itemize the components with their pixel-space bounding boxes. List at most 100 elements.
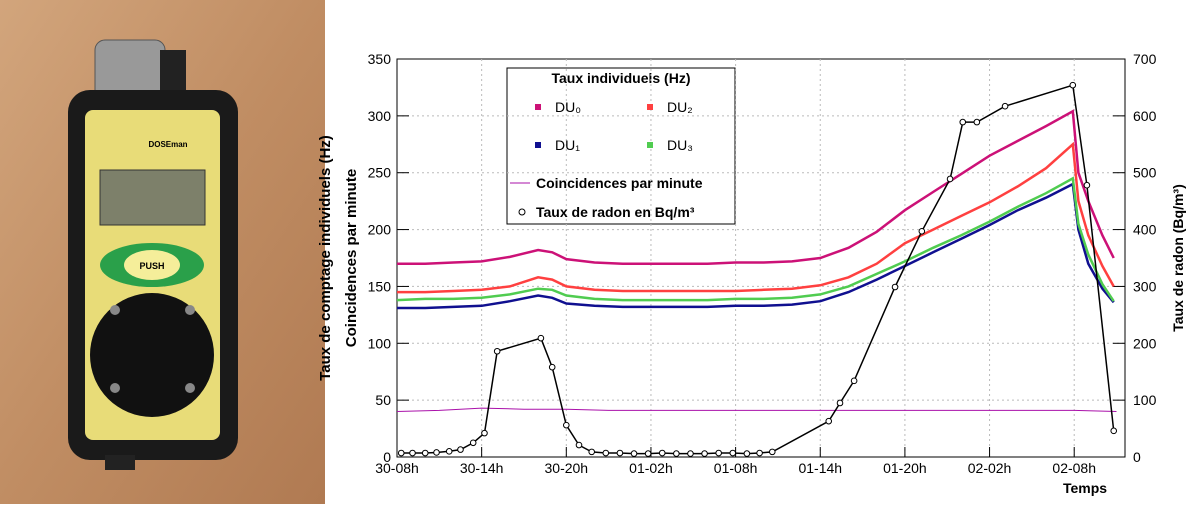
legend-label: DU₀	[555, 99, 581, 115]
data-point	[973, 118, 981, 126]
data-point	[959, 118, 967, 126]
y2-tick-label: 300	[1133, 278, 1157, 294]
y2-tick-label: 100	[1133, 392, 1157, 408]
y-axis-label: Coincidences par minute	[343, 169, 360, 347]
data-point	[644, 450, 652, 457]
data-point	[715, 449, 722, 457]
data-point	[825, 417, 833, 425]
data-point	[602, 449, 610, 457]
x-tick-label: 01-14h	[798, 460, 842, 476]
data-point	[421, 449, 429, 457]
data-point	[457, 446, 464, 453]
legend-label: DU₂	[667, 99, 693, 115]
y2-tick-label: 600	[1133, 108, 1157, 124]
screw	[185, 305, 195, 315]
data-point	[469, 439, 477, 447]
x-tick-label: 30-14h	[460, 460, 504, 476]
x-tick-label: 01-08h	[714, 460, 758, 476]
data-point	[836, 399, 844, 407]
data-point	[481, 429, 488, 437]
data-point	[616, 449, 624, 457]
lcd	[99, 169, 206, 226]
legend	[506, 67, 736, 225]
legend-marker	[647, 104, 653, 110]
y-tick-label: 200	[368, 222, 392, 238]
series-line	[397, 182, 1115, 310]
y2-tick-label: 500	[1133, 165, 1157, 181]
data-point	[743, 450, 751, 457]
y2-tick-label: 400	[1133, 222, 1157, 238]
data-point	[575, 441, 583, 449]
legend-label: DU₁	[555, 137, 580, 153]
data-point	[445, 448, 453, 455]
legend-title: Taux individuels (Hz)	[552, 70, 691, 86]
data-point	[918, 227, 926, 235]
data-point	[409, 449, 416, 457]
data-point	[1069, 81, 1077, 89]
screw	[110, 305, 120, 315]
y-axis-label: Taux de comptage individuels (Hz)	[317, 135, 334, 381]
y-tick-label: 250	[368, 165, 392, 181]
data-point	[673, 450, 680, 457]
data-point	[433, 449, 440, 456]
connector	[105, 455, 135, 470]
data-point	[630, 450, 638, 457]
data-point	[850, 377, 858, 385]
data-point	[658, 449, 666, 457]
push-label: PUSH	[139, 261, 164, 271]
legend-label: DU₃	[667, 137, 693, 153]
data-point	[701, 450, 708, 457]
y-tick-label: 300	[368, 108, 392, 124]
legend-marker	[535, 104, 541, 110]
x-tick-label: 01-02h	[629, 460, 673, 476]
data-point	[946, 175, 954, 183]
y-tick-label: 0	[383, 449, 391, 465]
legend-marker	[518, 208, 526, 216]
brand-label: DOSEman	[148, 140, 187, 149]
sensor-disk	[90, 293, 214, 417]
push-button	[124, 250, 180, 280]
x-tick-label: 30-08h	[375, 460, 419, 476]
series-line	[397, 141, 1115, 294]
plot-frame	[396, 58, 1126, 458]
y-tick-label: 150	[368, 278, 392, 294]
y-tick-label: 50	[375, 392, 391, 408]
data-point	[1083, 181, 1091, 189]
y-tick-label: 350	[368, 51, 392, 67]
data-point	[537, 334, 545, 342]
series-line	[396, 176, 1115, 302]
data-point	[588, 448, 595, 456]
y2-tick-label: 0	[1133, 449, 1141, 465]
screw	[185, 383, 195, 393]
series-line	[396, 407, 1117, 412]
data-point	[768, 448, 776, 456]
y2-tick-label: 700	[1133, 51, 1157, 67]
x-tick-label: 02-02h	[968, 460, 1012, 476]
legend-label: Coincidences par minute	[536, 175, 703, 191]
legend-marker	[647, 142, 653, 148]
data-point	[563, 421, 570, 429]
clip	[160, 50, 186, 95]
data-point	[493, 347, 501, 355]
data-point	[729, 449, 737, 457]
series-line	[397, 109, 1115, 265]
data-point	[891, 283, 899, 291]
x-tick-label: 01-20h	[883, 460, 927, 476]
y2-tick-label: 200	[1133, 335, 1157, 351]
data-point	[687, 450, 694, 457]
legend-marker	[535, 142, 541, 148]
x-tick-label: 30-20h	[545, 460, 589, 476]
y-tick-label: 100	[368, 335, 392, 351]
legend-label: Taux de radon en Bq/m³	[536, 204, 695, 220]
data-point	[1110, 427, 1118, 435]
x-axis-label: Temps	[1063, 480, 1107, 496]
y2-axis-label: Taux de radon (Bq/m³)	[1170, 184, 1186, 332]
data-point	[1001, 102, 1009, 110]
data-point	[397, 449, 405, 457]
photo: PUSH DOSEman	[0, 0, 325, 504]
data-point	[548, 363, 556, 371]
data-point	[756, 449, 763, 457]
x-tick-label: 02-08h	[1052, 460, 1096, 476]
